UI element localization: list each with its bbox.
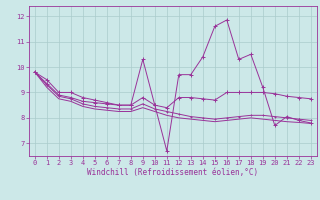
- X-axis label: Windchill (Refroidissement éolien,°C): Windchill (Refroidissement éolien,°C): [87, 168, 258, 177]
